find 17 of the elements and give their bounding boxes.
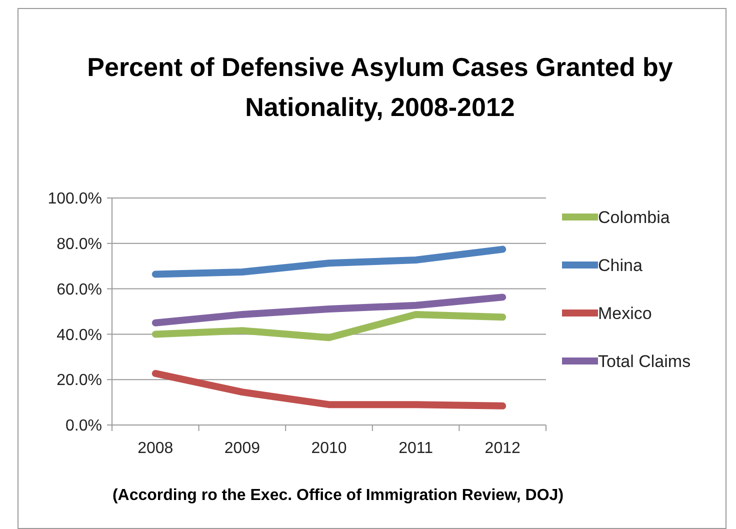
y-tick-label: 20.0% <box>56 372 102 390</box>
x-tick-label: 2008 <box>138 440 174 457</box>
text: (According ro the Exec. Office of Immigration Review, DOJ) <box>112 487 564 504</box>
y-tick-label: 0.0% <box>66 418 102 435</box>
legend-label: China <box>598 256 643 275</box>
y-tick-label: 100.0% <box>48 190 102 208</box>
y-tick-label: 40.0% <box>56 326 102 344</box>
x-tick-label: 2010 <box>311 440 347 457</box>
legend-label: Colombia <box>598 208 670 227</box>
y-tick-label: 80.0% <box>56 236 102 253</box>
x-tick-label: 2009 <box>224 440 260 457</box>
legend-label: Total Claims <box>598 352 691 371</box>
chart-title: Percent of Defensive Asylum Cases Granted by Nationality, 2008-2012 <box>87 52 674 122</box>
y-tick-label: 60.0% <box>56 281 102 298</box>
x-tick-label: 2012 <box>484 440 520 457</box>
legend-label: Mexico <box>598 304 652 323</box>
x-tick-label: 2011 <box>398 440 434 457</box>
